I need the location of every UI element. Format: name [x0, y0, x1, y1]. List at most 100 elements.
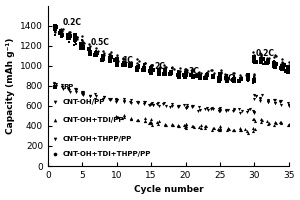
Point	[286, 71, 291, 74]
Point	[279, 61, 284, 64]
Point	[100, 98, 105, 101]
Point	[100, 54, 105, 57]
Point	[86, 42, 91, 46]
Point	[196, 72, 201, 75]
Point	[224, 108, 229, 111]
Point	[136, 101, 140, 104]
Point	[252, 75, 257, 78]
Point	[251, 79, 256, 83]
Point	[251, 75, 256, 79]
Point	[286, 66, 290, 69]
Point	[58, 31, 63, 34]
Point	[251, 111, 256, 114]
Point	[79, 42, 84, 45]
Point	[88, 51, 93, 55]
Point	[52, 28, 57, 32]
Point	[281, 64, 286, 67]
Point	[252, 58, 257, 62]
Point	[151, 103, 155, 106]
Point	[272, 101, 277, 104]
Point	[224, 73, 229, 76]
Point	[272, 54, 277, 57]
Point	[151, 67, 155, 70]
Point	[237, 80, 242, 83]
Point	[278, 99, 283, 103]
Point	[81, 92, 86, 95]
Point	[190, 68, 195, 71]
Point	[143, 120, 148, 123]
Point	[224, 110, 229, 113]
Point	[149, 63, 154, 66]
Point	[177, 72, 182, 75]
Point	[251, 57, 256, 60]
Point	[170, 123, 175, 126]
Point	[254, 61, 259, 64]
Point	[128, 63, 133, 66]
Point	[81, 45, 85, 48]
Point	[237, 74, 242, 77]
Point	[211, 75, 216, 78]
Point	[190, 70, 195, 74]
Point	[88, 94, 93, 97]
Point	[59, 29, 64, 32]
Point	[162, 124, 167, 127]
Point	[258, 55, 263, 58]
Point	[182, 126, 187, 129]
Point	[135, 65, 140, 68]
Point	[258, 51, 263, 54]
Point	[251, 111, 256, 114]
Point	[80, 91, 85, 94]
Point	[245, 109, 250, 112]
Point	[252, 79, 257, 82]
Point	[272, 62, 276, 65]
Point	[115, 58, 120, 61]
Point	[73, 42, 78, 45]
Point	[74, 88, 79, 92]
Point	[143, 62, 148, 65]
Point	[150, 69, 155, 72]
Point	[94, 51, 99, 54]
Point	[252, 97, 257, 100]
Point	[217, 129, 222, 132]
Point	[189, 74, 194, 77]
Point	[73, 41, 77, 44]
Point	[101, 51, 106, 54]
Point	[115, 99, 119, 102]
Point	[190, 76, 195, 79]
Point	[183, 126, 188, 129]
Point	[183, 68, 188, 71]
Point	[156, 104, 161, 107]
Point	[224, 77, 229, 80]
Point	[108, 60, 112, 63]
Point	[184, 106, 189, 109]
Point	[149, 102, 154, 105]
Point	[93, 92, 98, 95]
Point	[169, 65, 174, 69]
Point	[163, 124, 168, 127]
Point	[286, 65, 291, 68]
Point	[183, 74, 188, 77]
Point	[273, 98, 278, 101]
Point	[80, 91, 85, 94]
Text: CNT-OH+TDI/PP: CNT-OH+TDI/PP	[63, 117, 124, 123]
Point	[162, 73, 167, 76]
Point	[100, 49, 105, 52]
Point	[218, 74, 222, 77]
Point	[59, 33, 64, 36]
Point	[80, 47, 84, 50]
Point	[59, 35, 64, 38]
Point	[176, 123, 181, 126]
Point	[253, 95, 258, 98]
Point	[150, 67, 155, 70]
Point	[266, 59, 270, 63]
Point	[208, 68, 213, 71]
Point	[67, 31, 72, 34]
Point	[108, 59, 112, 63]
Point	[202, 124, 207, 127]
Point	[142, 116, 147, 119]
Point	[226, 127, 231, 131]
Point	[251, 130, 256, 133]
Point	[108, 53, 113, 56]
Point	[156, 119, 161, 122]
Point	[251, 118, 256, 121]
